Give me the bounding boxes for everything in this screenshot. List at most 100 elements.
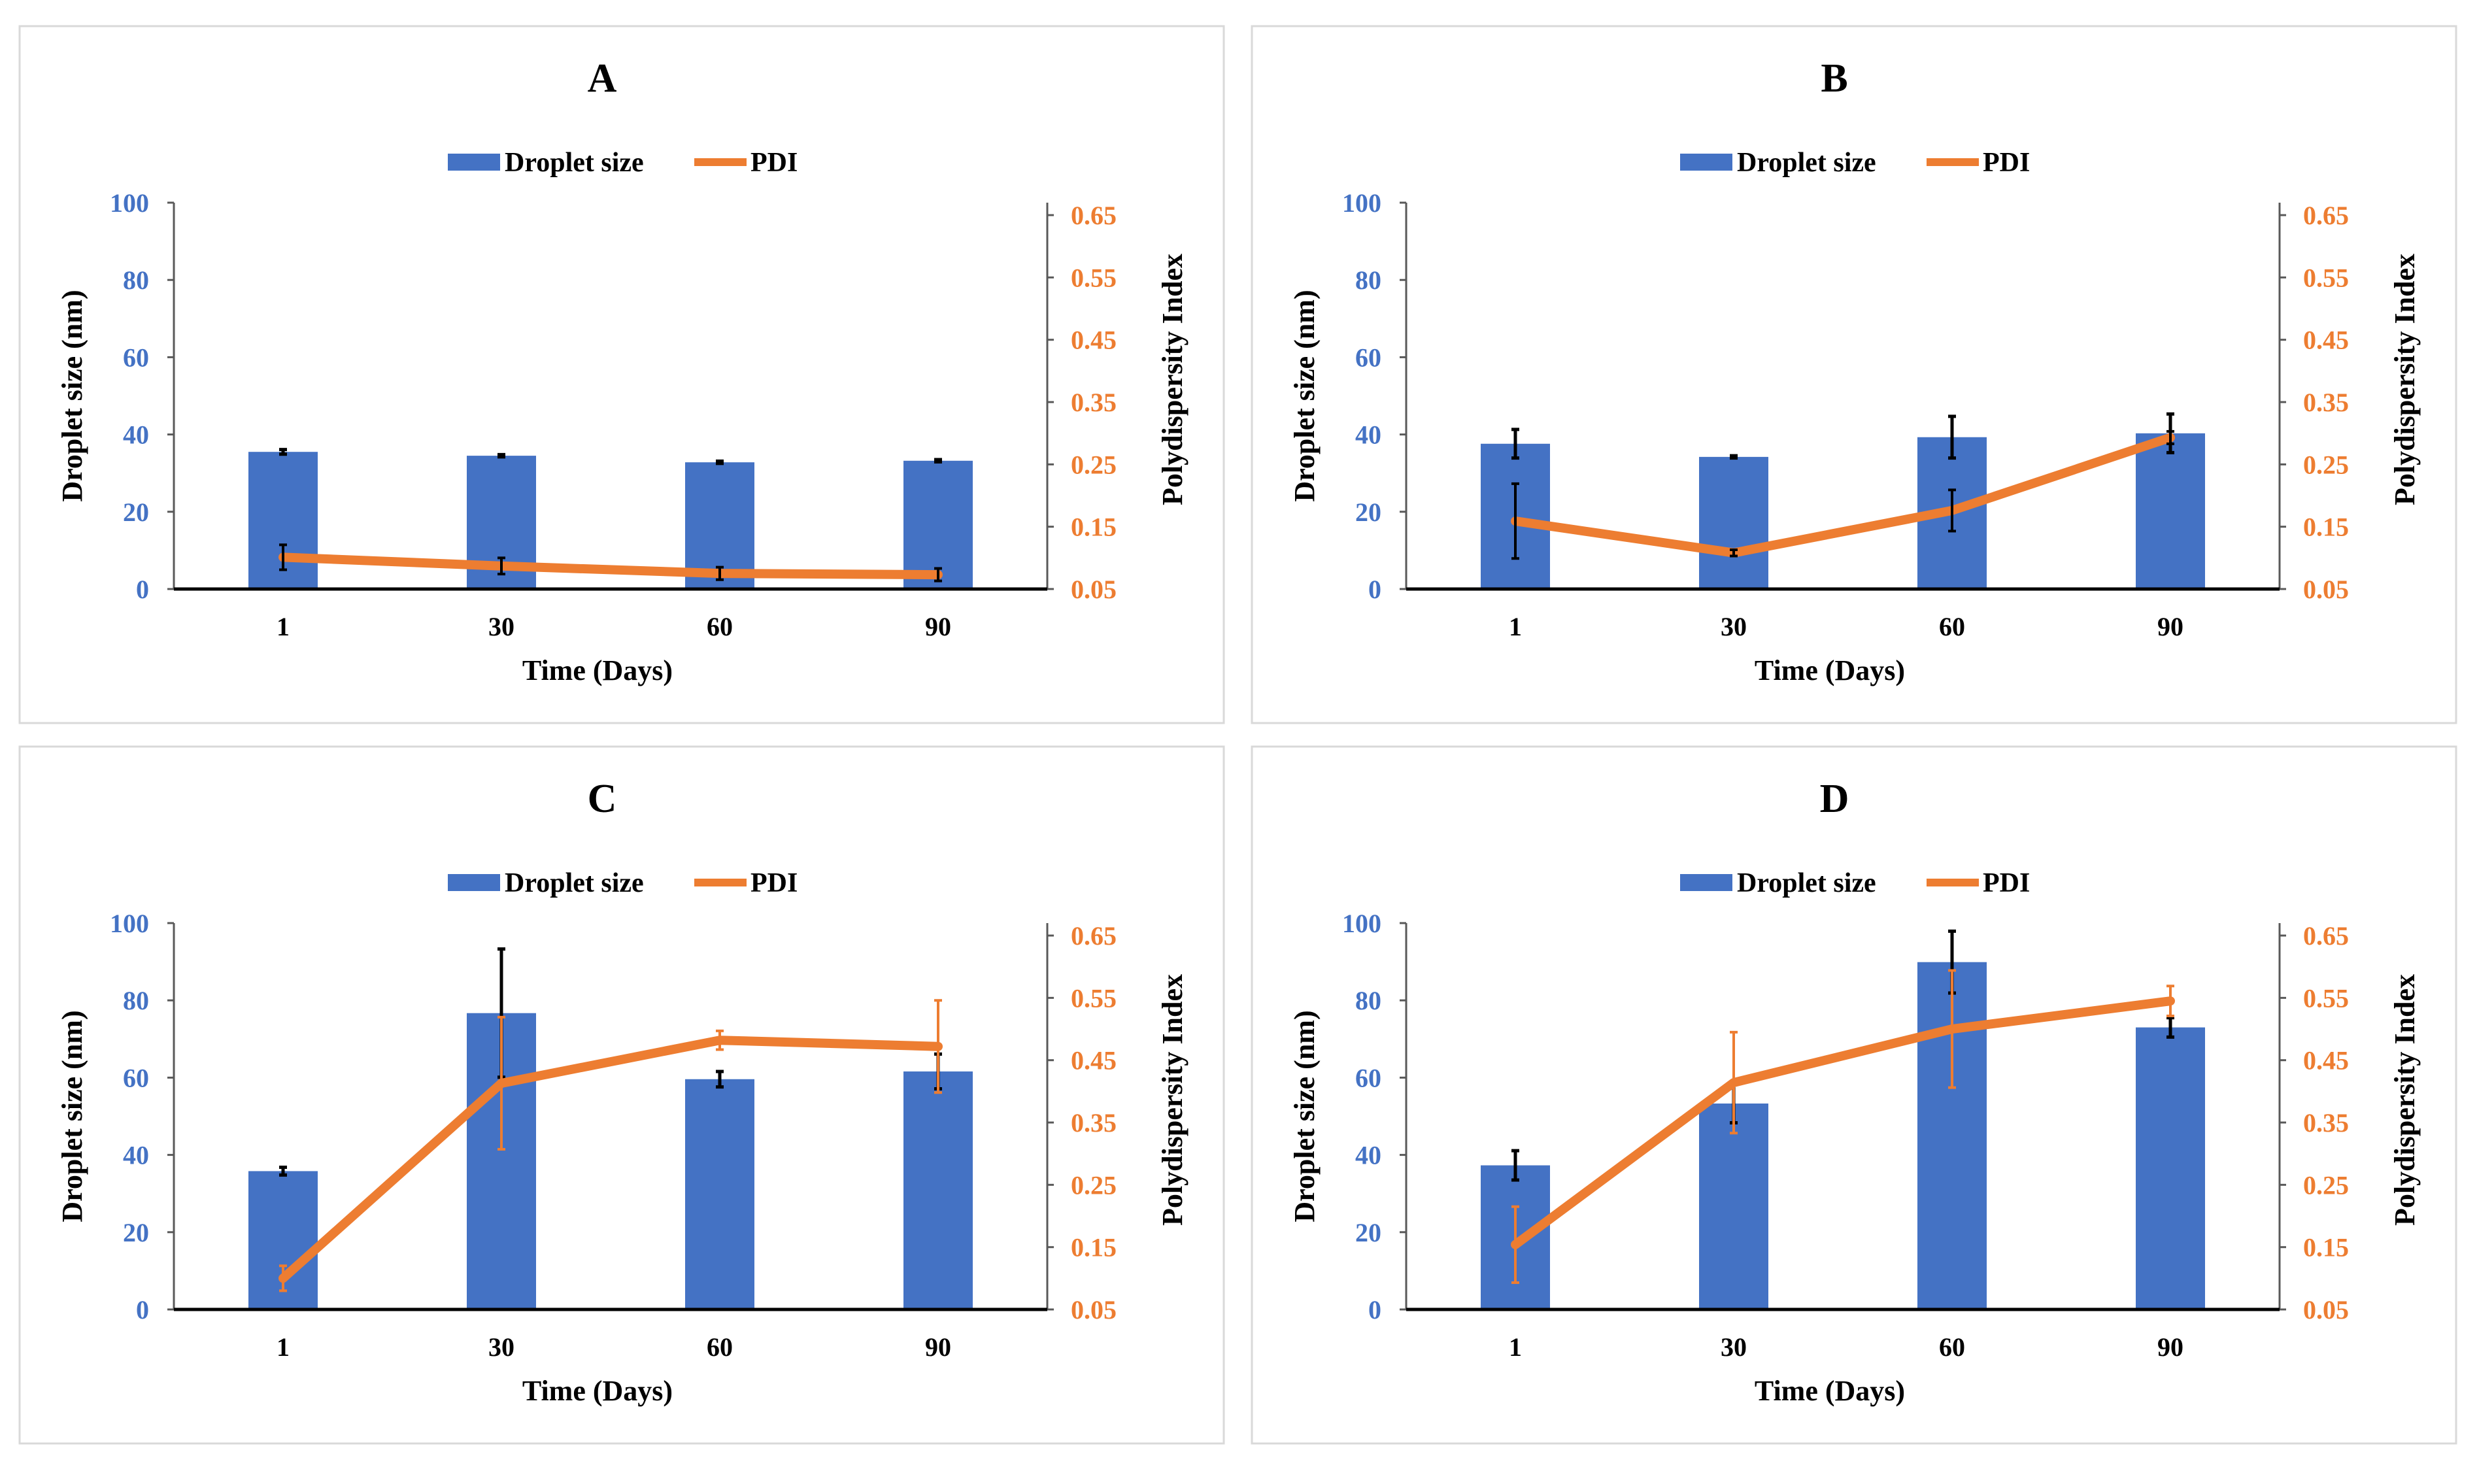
- bar-error-bar: [497, 452, 505, 459]
- x-tick-label: 1: [1509, 1332, 1522, 1362]
- pdi-line: [278, 1036, 943, 1283]
- left-y-axis-title: Droplet size (nm): [56, 1010, 88, 1222]
- x-tick-label: 1: [277, 612, 290, 641]
- chart-title: A: [588, 56, 617, 101]
- x-axis-title: Time (Days): [1755, 1375, 1905, 1407]
- legend-label-droplet-size: Droplet size: [505, 868, 644, 898]
- left-tick-label: 20: [123, 497, 149, 527]
- pdi-error-bar: [716, 1029, 724, 1051]
- left-tick-label: 60: [123, 1063, 149, 1092]
- legend: Droplet size PDI: [1680, 148, 2030, 178]
- x-axis-title: Time (Days): [522, 654, 673, 686]
- legend-label-pdi: PDI: [1983, 148, 2030, 178]
- pdi-error-bar: [934, 999, 942, 1094]
- bar-day-60: [685, 1079, 754, 1309]
- legend-label-pdi: PDI: [1983, 868, 2030, 898]
- bar-error-bar: [716, 459, 724, 465]
- right-tick-label: 0.35: [1071, 388, 1117, 417]
- left-tick-label: 100: [1342, 909, 1381, 938]
- right-tick-label: 0.35: [1071, 1108, 1117, 1138]
- bar-error-bar: [279, 1166, 287, 1177]
- pdi-error-bar: [1948, 969, 1956, 1089]
- x-tick-label: 60: [707, 1332, 733, 1362]
- left-tick-label: 80: [1355, 986, 1381, 1015]
- bar-error-bar: [716, 1070, 724, 1089]
- left-tick-label: 60: [1355, 1063, 1381, 1092]
- left-tick-label: 40: [123, 1141, 149, 1170]
- bar-error-bar: [1511, 428, 1519, 460]
- chart-panel-c: C Droplet size PDI 0 20 40 60 80 100 0.05 0.15 0.25…: [18, 745, 1225, 1445]
- chart-panel-a: A Droplet size PDI 0 20 40 60 80 100 0.05 0.15 0.25…: [18, 25, 1225, 724]
- left-tick-label: 60: [123, 343, 149, 372]
- left-tick-label: 40: [1355, 1141, 1381, 1170]
- right-tick-label: 0.55: [2303, 263, 2349, 292]
- chart-title: C: [588, 777, 617, 821]
- pdi-error-bar: [1730, 548, 1738, 558]
- right-tick-label: 0.65: [1071, 921, 1117, 951]
- legend-swatch-droplet-size: [1680, 874, 1732, 891]
- pdi-error-bar: [2166, 430, 2174, 445]
- pdi-error-bar: [1730, 1030, 1738, 1135]
- bar-error-bar: [279, 448, 287, 456]
- left-tick-label: 100: [110, 188, 149, 218]
- right-y-axis-title: Polydispersity Index: [1156, 254, 1188, 505]
- pdi-error-bar: [279, 543, 287, 571]
- x-tick-label: 90: [925, 612, 951, 641]
- right-tick-label: 0.45: [2303, 326, 2349, 355]
- pdi-line: [1511, 433, 2175, 558]
- x-tick-label: 60: [707, 612, 733, 641]
- pdi-error-bar: [716, 565, 724, 581]
- legend: Droplet size PDI: [448, 148, 798, 178]
- legend-swatch-droplet-size: [1680, 154, 1732, 171]
- legend-label-pdi: PDI: [750, 868, 798, 898]
- x-tick-label: 90: [2157, 1332, 2183, 1362]
- left-y-axis-title: Droplet size (nm): [56, 290, 88, 501]
- x-axis-title: Time (Days): [1755, 654, 1905, 686]
- left-tick-label: 0: [136, 575, 149, 604]
- right-tick-label: 0.15: [1071, 1233, 1117, 1262]
- right-tick-label: 0.65: [1071, 201, 1117, 230]
- right-tick-label: 0.15: [2303, 513, 2349, 542]
- x-tick-label: 60: [1939, 1332, 1965, 1362]
- bar-day-90: [903, 1071, 973, 1309]
- bar-day-90: [2136, 1027, 2205, 1309]
- chart-title: B: [1821, 56, 1847, 101]
- legend-swatch-droplet-size: [448, 154, 500, 171]
- chart-title: D: [1820, 777, 1849, 821]
- x-tick-label: 30: [1721, 1332, 1747, 1362]
- panel-border: [18, 745, 1225, 1445]
- pdi-error-bar: [1511, 1205, 1519, 1285]
- bar-day-90: [2136, 433, 2205, 589]
- left-tick-label: 80: [123, 265, 149, 295]
- pdi-error-bar: [279, 1264, 287, 1292]
- panel-border: [1251, 25, 2457, 724]
- right-tick-label: 0.25: [1071, 450, 1117, 479]
- chart-panel-d: D Droplet size PDI 0 20 40 60 80 100 0.05 0.15 0.25…: [1251, 745, 2457, 1445]
- legend-label-droplet-size: Droplet size: [1737, 868, 1876, 898]
- right-tick-label: 0.35: [2303, 388, 2349, 417]
- right-tick-label: 0.25: [2303, 1170, 2349, 1200]
- left-tick-label: 80: [1355, 265, 1381, 295]
- right-tick-label: 0.15: [2303, 1233, 2349, 1262]
- right-tick-label: 0.05: [2303, 575, 2349, 604]
- right-tick-label: 0.45: [2303, 1046, 2349, 1075]
- left-tick-label: 80: [123, 986, 149, 1015]
- x-tick-label: 1: [277, 1332, 290, 1362]
- legend-label-droplet-size: Droplet size: [1737, 148, 1876, 178]
- panel-border: [1251, 745, 2457, 1445]
- bar-day-30: [1699, 1103, 1768, 1309]
- left-tick-label: 0: [1368, 575, 1381, 604]
- bar-error-bar: [2166, 1016, 2174, 1039]
- left-tick-label: 60: [1355, 343, 1381, 372]
- right-tick-label: 0.55: [1071, 983, 1117, 1013]
- x-tick-label: 30: [1721, 612, 1747, 641]
- bar-error-bar: [1948, 414, 1956, 460]
- left-tick-label: 40: [123, 420, 149, 450]
- right-tick-label: 0.55: [1071, 263, 1117, 292]
- pdi-line: [278, 552, 943, 580]
- legend-swatch-droplet-size: [448, 874, 500, 891]
- pdi-line: [1511, 996, 2175, 1249]
- right-tick-label: 0.55: [2303, 983, 2349, 1013]
- left-tick-label: 40: [1355, 420, 1381, 450]
